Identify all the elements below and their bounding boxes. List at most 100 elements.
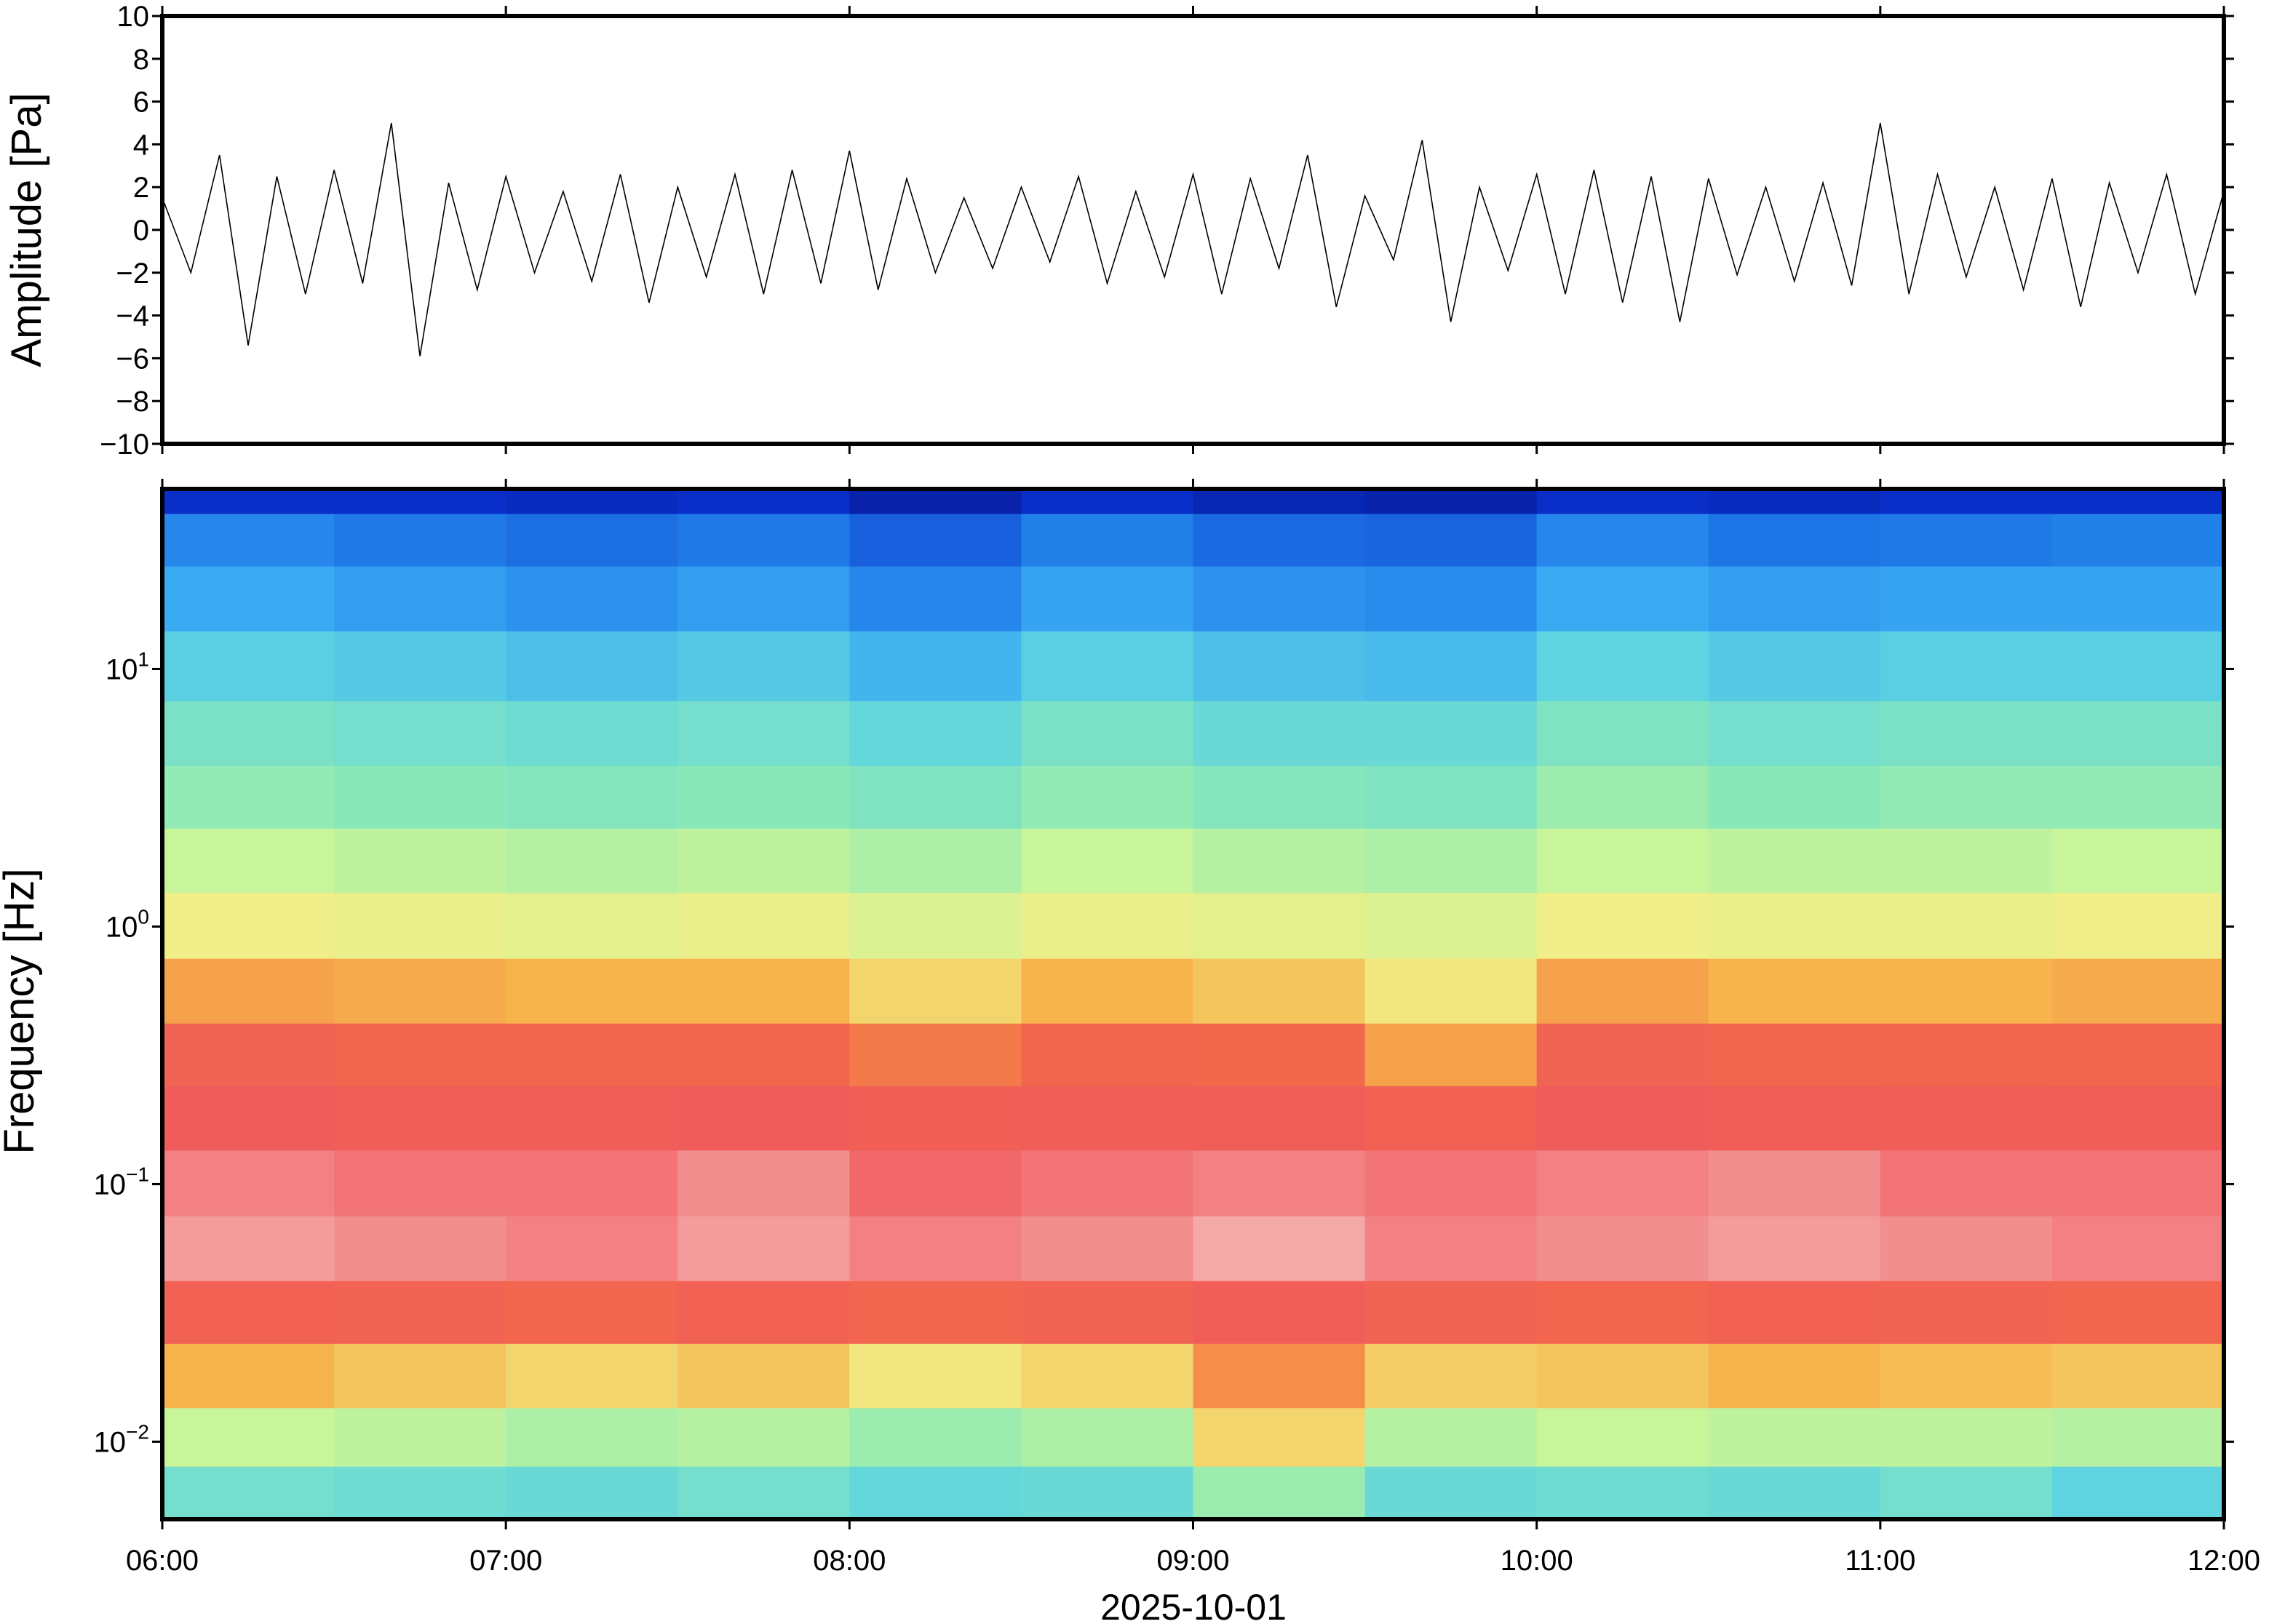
spectrogram-cell xyxy=(849,701,1022,767)
spectrogram-cell xyxy=(2051,701,2224,767)
spectrogram-cell xyxy=(506,1216,678,1282)
spectrogram-cell xyxy=(334,1408,506,1468)
x-tick-label: 06:00 xyxy=(126,1545,199,1577)
spectrogram-cell xyxy=(849,958,1022,1024)
spectrogram-cell xyxy=(2051,631,2224,702)
spectrogram-cell xyxy=(1536,701,1709,767)
spectrogram-cell xyxy=(849,1408,1022,1468)
spectrogram-cell xyxy=(1536,631,1709,702)
spectrogram-cell xyxy=(1708,765,1881,829)
spectrogram-cell xyxy=(506,1086,678,1151)
y-tick-exponent: 0 xyxy=(138,905,149,928)
spectrogram-cell xyxy=(1536,514,1709,568)
spectrogram-cell xyxy=(1021,893,1194,960)
spectrogram-cell xyxy=(1880,828,2053,893)
y-tick-exponent: −1 xyxy=(126,1163,149,1185)
spectrogram-cell xyxy=(162,701,335,767)
spectrogram-cell xyxy=(1880,489,2053,514)
spectrogram-cell xyxy=(1364,489,1538,514)
spectrogram-cell xyxy=(677,893,850,960)
spectrogram-cell xyxy=(1708,958,1881,1024)
spectrogram-cell xyxy=(1364,765,1538,829)
spectrogram-cell xyxy=(1021,765,1194,829)
spectrogram-cell xyxy=(1364,1086,1538,1151)
spectrogram-cell xyxy=(162,1216,335,1282)
spectrogram-cell xyxy=(506,1023,678,1087)
y-axis-label: Amplitude [Pa] xyxy=(3,92,50,367)
spectrogram-cell xyxy=(1536,1023,1709,1087)
spectrogram-cell xyxy=(2051,489,2224,514)
spectrogram-cell xyxy=(849,1343,1022,1409)
spectrogram-cell xyxy=(1880,701,2053,767)
spectrogram-cell xyxy=(1536,1216,1709,1282)
y-tick-label: 10−1 xyxy=(94,1163,149,1201)
spectrogram-cell xyxy=(1708,893,1881,960)
frame xyxy=(160,487,2226,1521)
spectrogram-cell xyxy=(162,566,335,632)
spectrogram-cell xyxy=(1880,1216,2053,1282)
spectrogram-cell xyxy=(1364,1408,1538,1468)
spectrogram-cell xyxy=(1021,1150,1194,1217)
spectrogram-cell xyxy=(506,1343,678,1409)
spectrogram-cell xyxy=(1193,566,1366,632)
spectrogram-cell xyxy=(1193,765,1366,829)
spectrogram-cell xyxy=(1364,1216,1538,1282)
spectrogram-cell xyxy=(1193,1023,1366,1087)
y-tick-base: 10 xyxy=(106,911,138,943)
spectrogram-cell xyxy=(1708,1466,1881,1519)
spectrogram-cell xyxy=(1708,631,1881,702)
y-tick-label: −4 xyxy=(116,300,149,333)
spectrogram-cell xyxy=(162,1023,335,1087)
x-tick-label: 12:00 xyxy=(2187,1545,2260,1577)
spectrogram-cell xyxy=(1021,1086,1194,1151)
spectrogram-cell xyxy=(334,566,506,632)
spectrogram-cell xyxy=(1021,1281,1194,1345)
y-tick-label: 2 xyxy=(133,172,149,204)
spectrogram-cell xyxy=(677,514,850,568)
spectrogram-cell xyxy=(849,828,1022,893)
spectrogram-cell xyxy=(1536,828,1709,893)
spectrogram-cell xyxy=(334,1466,506,1519)
spectrogram-cell xyxy=(1193,1281,1366,1345)
spectrogram-cell xyxy=(506,828,678,893)
spectrogram-cell xyxy=(506,1408,678,1468)
spectrogram-cell xyxy=(162,1281,335,1345)
plot-area xyxy=(162,122,2224,357)
spectrogram-cell xyxy=(506,1281,678,1345)
y-tick-label: −10 xyxy=(100,429,149,461)
spectrogram-cell xyxy=(1193,1216,1366,1282)
spectrogram-cell xyxy=(2051,514,2224,568)
frame xyxy=(160,14,2226,446)
spectrogram-cell xyxy=(506,489,678,514)
spectrogram-cell xyxy=(1364,514,1538,568)
spectrogram-cell xyxy=(1193,828,1366,893)
y-tick-label: −6 xyxy=(116,343,149,375)
spectrogram-cell xyxy=(334,1281,506,1345)
x-tick-label: 08:00 xyxy=(813,1545,886,1577)
spectrogram-cell xyxy=(2051,765,2224,829)
spectrogram-cell xyxy=(506,514,678,568)
spectrogram-cell xyxy=(2051,566,2224,632)
spectrogram-cell xyxy=(1021,701,1194,767)
spectrogram-cell xyxy=(334,1023,506,1087)
spectrogram-cell xyxy=(1021,828,1194,893)
spectrogram-cell xyxy=(1193,514,1366,568)
spectrogram-cell xyxy=(162,1343,335,1409)
spectrogram-cell xyxy=(162,514,335,568)
spectrogram-cell xyxy=(1708,1343,1881,1409)
spectrogram-cell xyxy=(1364,958,1538,1024)
x-tick-label: 11:00 xyxy=(1845,1545,1915,1577)
spectrogram-cell xyxy=(677,1150,850,1217)
spectrogram-cell xyxy=(677,1023,850,1087)
y-tick-label: 100 xyxy=(106,905,149,943)
x-tick-label: 09:00 xyxy=(1156,1545,1229,1577)
x-tick-label: 07:00 xyxy=(469,1545,542,1577)
spectrogram-cell xyxy=(506,566,678,632)
spectrogram-cell xyxy=(1708,1086,1881,1151)
waveform xyxy=(162,122,2224,357)
y-tick-label: 8 xyxy=(133,44,149,76)
spectrogram-cell xyxy=(677,1281,850,1345)
spectrogram-cell xyxy=(1536,958,1709,1024)
spectrogram-cell xyxy=(1880,1150,2053,1217)
